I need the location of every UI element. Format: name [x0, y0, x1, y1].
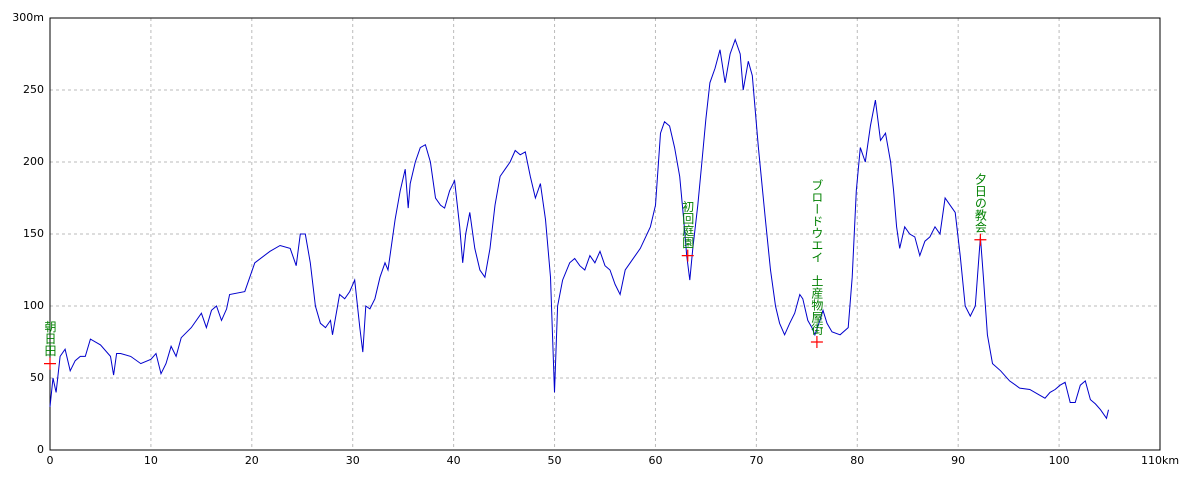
x-tick-label: 0: [47, 454, 54, 467]
annotation-label: 初回庭園: [681, 200, 695, 248]
y-tick-label: 50: [30, 371, 44, 384]
x-tick-label: 30: [346, 454, 360, 467]
x-tick-label: 10: [144, 454, 158, 467]
annotation-marker: [810, 336, 823, 348]
annotation-marker: [974, 233, 987, 246]
y-tick-label: 150: [23, 227, 44, 240]
plot-frame: [49, 17, 1161, 451]
annotation-marker: [681, 249, 694, 262]
y-tick-label: 300m: [12, 11, 44, 24]
annotation-label: 朝日田: [43, 320, 57, 356]
x-tick-label: 70: [749, 454, 763, 467]
y-tick-label: 0: [37, 443, 44, 456]
y-tick-label: 100: [23, 299, 44, 312]
x-tick-label: 20: [245, 454, 259, 467]
x-tick-label: 90: [951, 454, 965, 467]
x-tick-label: 50: [548, 454, 562, 467]
annotation-marker: [44, 357, 56, 370]
annotation-label: ブロードウエイ 土産物屋街: [810, 178, 824, 335]
x-tick-label: 40: [447, 454, 461, 467]
x-tick-label: 110km: [1141, 454, 1179, 467]
x-tick-label: 80: [850, 454, 864, 467]
y-tick-label: 250: [23, 83, 44, 96]
elevation-line: [49, 38, 1109, 420]
x-tick-label: 100: [1049, 454, 1070, 467]
x-tick-label: 60: [648, 454, 662, 467]
y-tick-label: 200: [23, 155, 44, 168]
annotation-label: 夕日の教会: [973, 172, 987, 233]
